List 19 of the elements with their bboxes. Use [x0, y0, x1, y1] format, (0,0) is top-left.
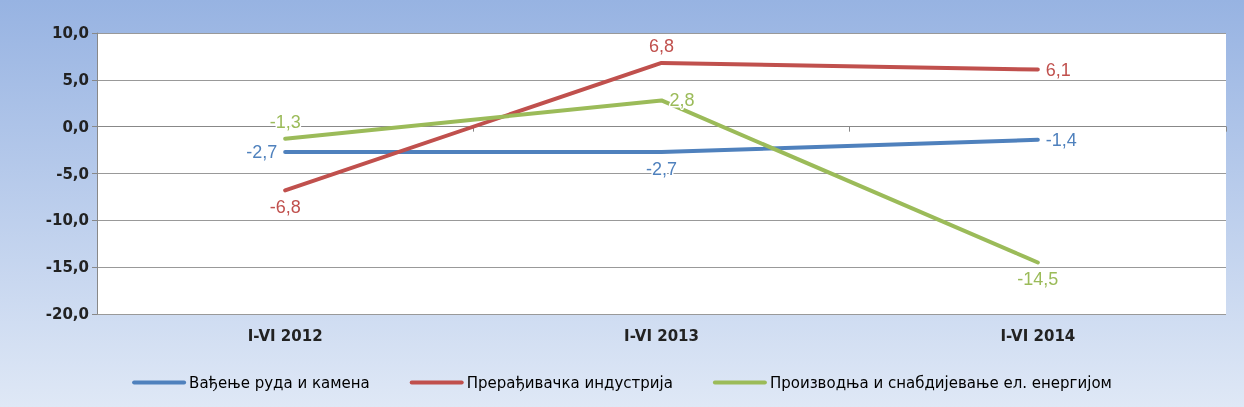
x-tick-label: I-VI 2013: [624, 326, 699, 345]
legend-label: Прерађивачка индустрија: [466, 373, 673, 392]
data-label: -2,7: [246, 141, 278, 162]
legend-label: Производња и снабдијевање ел. енергијом: [769, 373, 1112, 392]
y-tick-label: 0,0: [62, 117, 89, 136]
y-tick-label: 10,0: [51, 24, 89, 42]
data-label: 6,1: [1045, 59, 1071, 80]
y-tick-label: -5,0: [56, 164, 89, 183]
data-label: -14,5: [1017, 269, 1059, 290]
x-tick-label: I-VI 2012: [247, 326, 323, 345]
data-label: 6,8: [648, 35, 675, 56]
data-label: -6,8: [269, 197, 301, 218]
y-tick-label: -15,0: [45, 258, 89, 277]
legend-label: Вађење руда и камена: [189, 373, 370, 392]
x-tick-label: I-VI 2014: [1000, 326, 1076, 345]
data-label: -1,4: [1045, 129, 1077, 150]
y-tick-label: 5,0: [62, 70, 89, 89]
y-tick-label: -10,0: [45, 211, 89, 230]
y-tick-label: -20,0: [45, 305, 89, 323]
